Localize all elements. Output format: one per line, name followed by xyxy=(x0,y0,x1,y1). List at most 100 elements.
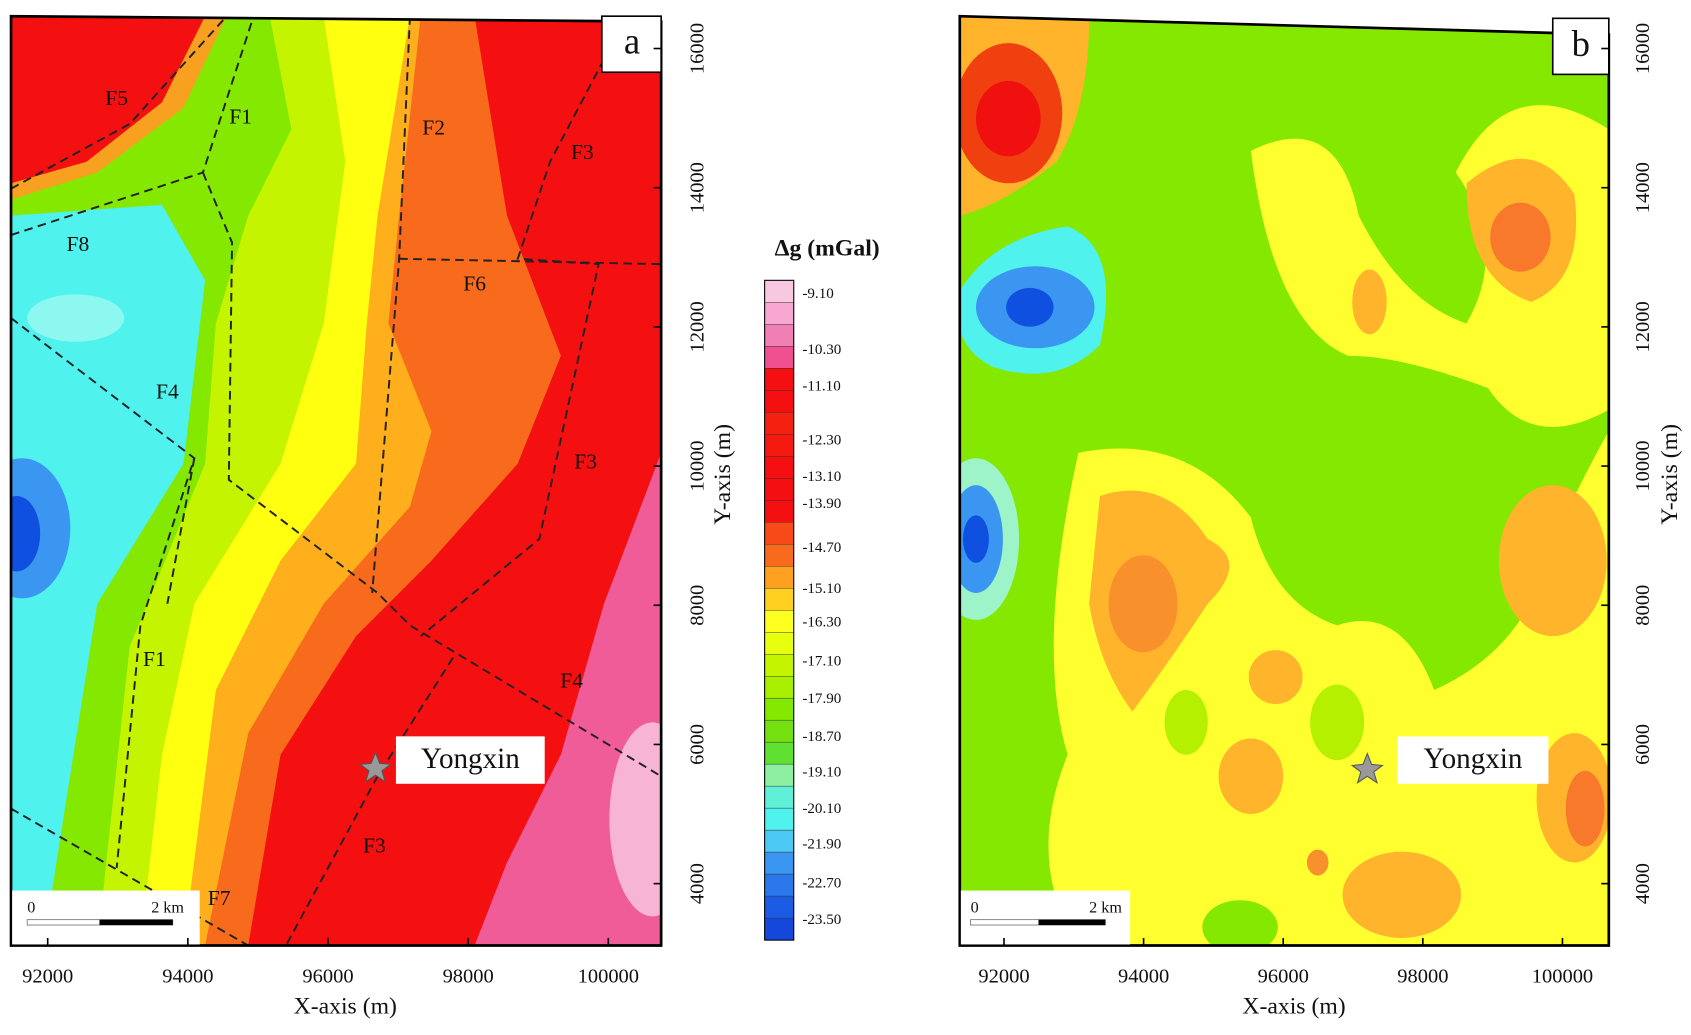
colorbar-segment xyxy=(764,566,794,589)
letter-box xyxy=(1551,17,1610,76)
panel-letter: a xyxy=(624,21,640,62)
colorbar-label: -13.90 xyxy=(802,496,841,512)
colorbar-label: -22.70 xyxy=(802,876,841,892)
y-tick-label: 6000 xyxy=(1632,724,1654,765)
overlays: a b Yongxin Yongxin 0 2 km 0 2 km X-axis… xyxy=(12,15,1683,1019)
place-box xyxy=(395,736,545,784)
scalebar-start: 0 xyxy=(971,900,979,917)
colorbar-segment xyxy=(764,346,794,369)
panel-letter: b xyxy=(1572,23,1590,64)
colorbar-segment xyxy=(764,478,794,501)
fault-label: F4 xyxy=(156,379,179,403)
star xyxy=(1350,752,1384,784)
x-tick-label: 92000 xyxy=(22,966,73,988)
colorbar-segment xyxy=(764,741,794,765)
colorbar-label: -16.30 xyxy=(802,615,841,631)
fault-label: F3 xyxy=(363,833,386,857)
y-axis-title: Y-axis (m) xyxy=(1657,424,1683,525)
scalebar-start: 0 xyxy=(27,900,35,917)
colorbar-segment xyxy=(764,719,794,743)
place-box xyxy=(1397,736,1549,784)
place-label: Yongxin xyxy=(421,743,520,775)
x-tick-label: 100000 xyxy=(578,966,639,988)
x-tick-label: 98000 xyxy=(1397,966,1448,988)
scalebar xyxy=(99,919,173,926)
y-tick-label: 6000 xyxy=(687,724,709,765)
y-tick-label: 14000 xyxy=(1632,162,1654,213)
fault-label: F3 xyxy=(574,450,597,474)
y-tick-label: 12000 xyxy=(1632,301,1654,352)
fault-label: F6 xyxy=(463,272,486,296)
y-tick-label: 14000 xyxy=(687,162,709,213)
colorbar-segment xyxy=(764,895,794,919)
x-tick-label: 96000 xyxy=(1258,966,1309,988)
fault-label: F5 xyxy=(105,86,128,110)
x-tick-label: 96000 xyxy=(302,966,353,988)
colorbar-segment xyxy=(764,434,794,457)
x-axis-title: X-axis (m) xyxy=(294,993,397,1019)
colorbar-label: -23.50 xyxy=(802,912,841,928)
fault-label: F8 xyxy=(66,232,89,256)
y-tick-label: 10000 xyxy=(687,440,709,491)
colorbar-label: -10.30 xyxy=(802,342,841,358)
y-tick-label: 4000 xyxy=(687,863,709,904)
scalebar-box xyxy=(960,890,1131,945)
colorbar-segment xyxy=(764,851,794,875)
colorbar-label: -12.30 xyxy=(802,432,841,448)
colorbar-segment xyxy=(764,324,794,347)
scalebar-box xyxy=(12,890,200,945)
colorbar-segment xyxy=(764,368,794,391)
y-axis-title: Y-axis (m) xyxy=(710,424,736,525)
scalebar-end: 2 km xyxy=(151,900,184,917)
x-tick-label: 94000 xyxy=(162,966,213,988)
colorbar-segment xyxy=(764,785,794,809)
colorbar-label: -13.10 xyxy=(802,469,841,485)
colorbar-segment xyxy=(764,631,794,655)
y-tick-label: 4000 xyxy=(1632,863,1654,904)
x-tick-label: 92000 xyxy=(978,966,1029,988)
colorbar-segment xyxy=(764,873,794,897)
fault-label: F1 xyxy=(143,647,166,671)
frame-b xyxy=(958,14,1611,947)
colorbar-frame xyxy=(764,279,795,941)
scalebar-end: 2 km xyxy=(1089,900,1122,917)
colorbar-label: -18.70 xyxy=(802,729,841,745)
scalebar xyxy=(1038,919,1106,926)
y-tick-label: 16000 xyxy=(687,23,709,74)
map-b xyxy=(959,16,1609,946)
x-axis-title: X-axis (m) xyxy=(1242,993,1345,1019)
colorbar-segment xyxy=(764,588,794,611)
colorbar-segment xyxy=(764,412,794,435)
colorbar-segment xyxy=(764,829,794,853)
x-tick-label: 94000 xyxy=(1118,966,1169,988)
colorbar-label: -20.10 xyxy=(802,801,841,817)
x-tick-label: 98000 xyxy=(443,966,494,988)
colorbar-label: -14.70 xyxy=(802,540,841,556)
colorbar-label: -21.90 xyxy=(802,837,841,853)
letter-box xyxy=(601,15,662,74)
colorbar-segment xyxy=(764,763,794,787)
frame-a xyxy=(9,14,663,947)
y-tick-label: 16000 xyxy=(1632,23,1654,74)
y-tick-label: 12000 xyxy=(687,301,709,352)
star xyxy=(358,751,392,783)
colorbar-segment xyxy=(764,280,794,303)
colorbar-segment xyxy=(764,456,794,479)
colorbar-segment xyxy=(764,610,794,633)
colorbar-segment xyxy=(764,302,794,325)
colorbar-segment xyxy=(764,917,794,941)
colorbar-segment xyxy=(764,390,794,413)
colorbar-label: -11.10 xyxy=(802,379,840,395)
x-tick-label: 100000 xyxy=(1532,966,1593,988)
colorbar-segment xyxy=(764,544,794,567)
colorbar-title: Δg (mGal) xyxy=(775,236,880,262)
y-tick-label: 8000 xyxy=(687,585,709,626)
fault-label: F2 xyxy=(422,115,445,139)
map-a xyxy=(11,16,662,946)
colorbar-label: -17.90 xyxy=(802,691,841,707)
colorbar-segment xyxy=(764,807,794,831)
colorbar-segment xyxy=(764,653,794,677)
colorbar-label: -19.10 xyxy=(802,764,841,780)
colorbar-label: -9.10 xyxy=(802,286,833,302)
